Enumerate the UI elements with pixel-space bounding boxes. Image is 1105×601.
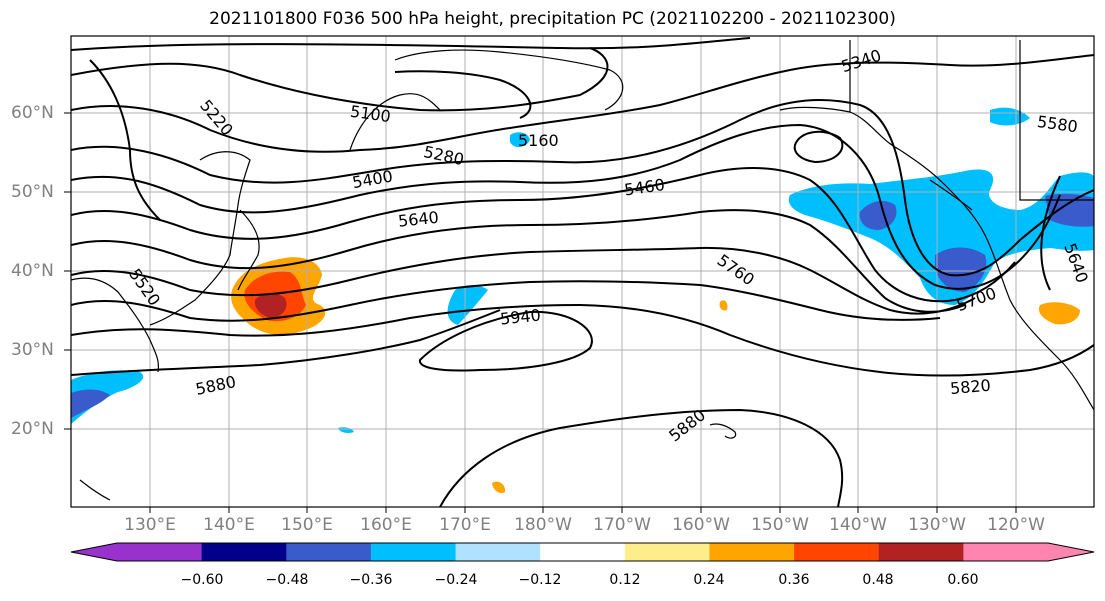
colorbar-segment	[709, 543, 795, 561]
lon-label: 160°E	[360, 515, 412, 535]
colorbar-segment	[540, 543, 626, 561]
lat-label: 40°N	[11, 261, 54, 281]
lon-label: 130°E	[124, 515, 176, 535]
contour-label: 5940	[499, 305, 541, 328]
colorbar-segment	[878, 543, 964, 561]
precip-shading	[71, 107, 1094, 493]
colorbar-tick-label: −0.36	[349, 572, 393, 588]
lat-label: 20°N	[11, 419, 54, 439]
contour-label: 5640	[397, 208, 439, 231]
colorbar-lower-extension	[71, 543, 117, 561]
colorbar-segment	[794, 543, 880, 561]
contour-label: 5340	[839, 46, 884, 77]
height-contours	[71, 37, 1094, 507]
contour-label: 5760	[714, 250, 758, 289]
colorbar-segment	[624, 543, 710, 561]
colorbar-tick-label: −0.24	[434, 572, 478, 588]
contour-label: 5400	[351, 166, 394, 192]
colorbar-segment	[455, 543, 541, 561]
colorbar-segment	[963, 543, 1049, 561]
colorbar-tick-label: 0.12	[609, 572, 641, 588]
contour-label: 5880	[194, 372, 238, 399]
lon-label: 130°W	[908, 515, 966, 535]
axis-ticks	[64, 112, 1017, 513]
contour-label: 5460	[623, 175, 666, 199]
lon-label: 180°W	[514, 515, 572, 535]
colorbar-segment	[117, 543, 203, 561]
lat-label: 60°N	[11, 103, 54, 123]
colorbar-tick-label: 0.48	[862, 572, 894, 588]
colorbar-segment	[370, 543, 457, 561]
lon-label: 140°E	[203, 515, 255, 535]
colorbar-segment	[286, 543, 372, 561]
lon-label: 170°E	[439, 515, 491, 535]
contour-label: 5580	[1036, 112, 1079, 136]
colorbar-segment	[201, 543, 287, 561]
lon-label: 170°W	[593, 515, 651, 535]
colorbar-tick-label: 0.60	[947, 572, 979, 588]
lon-label: 120°W	[987, 515, 1045, 535]
lat-label: 30°N	[11, 340, 54, 360]
lon-label: 160°W	[672, 515, 730, 535]
contour-label: 5160	[518, 131, 559, 150]
lon-label: 140°W	[829, 515, 887, 535]
colorbar-tick-label: −0.12	[518, 572, 562, 588]
contour-label: 5280	[422, 142, 466, 169]
colorbar-upper-extension	[1048, 543, 1094, 561]
colorbar-tick-label: −0.48	[265, 572, 309, 588]
lat-label: 50°N	[11, 182, 54, 202]
lon-label: 150°E	[281, 515, 333, 535]
colorbar-tick-label: −0.60	[180, 572, 224, 588]
coastlines	[71, 40, 1094, 501]
map-title: 2021101800 F036 500 hPa height, precipit…	[209, 9, 896, 29]
colorbar-tick-label: 0.36	[778, 572, 810, 588]
lon-label: 150°W	[751, 515, 809, 535]
contour-label: 5820	[949, 376, 991, 398]
graticule	[71, 36, 1094, 507]
colorbar	[70, 542, 1095, 562]
colorbar-tick-label: 0.24	[693, 572, 725, 588]
